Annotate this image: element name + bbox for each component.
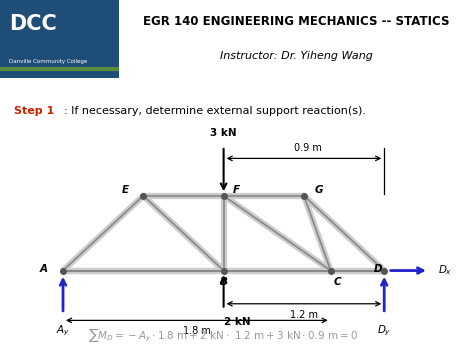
Text: Instructor: Dr. Yiheng Wang: Instructor: Dr. Yiheng Wang — [220, 51, 373, 61]
Text: E: E — [122, 185, 129, 195]
Text: C: C — [334, 277, 342, 287]
Text: : If necessary, determine external support reaction(s).: : If necessary, determine external suppo… — [64, 106, 366, 116]
Text: 3 kN: 3 kN — [210, 128, 237, 138]
Text: 1.2 m: 1.2 m — [290, 310, 318, 320]
Text: EGR 140 ENGINEERING MECHANICS -- STATICS: EGR 140 ENGINEERING MECHANICS -- STATICS — [143, 15, 449, 28]
Text: 0.9 m: 0.9 m — [294, 143, 322, 153]
Text: $D_y$: $D_y$ — [377, 324, 392, 338]
Text: 1.8 m: 1.8 m — [183, 326, 211, 336]
Text: $A_y$: $A_y$ — [56, 324, 70, 338]
Text: $\sum M_{D} = -A_{y} \cdot 1.8\ \mathrm{m} + 2\ \mathrm{kN} \cdot\ 1.2\ \mathrm{: $\sum M_{D} = -A_{y} \cdot 1.8\ \mathrm{… — [88, 326, 358, 344]
Text: F: F — [233, 185, 240, 195]
Text: 2 kN: 2 kN — [224, 317, 250, 327]
Text: G: G — [315, 185, 323, 195]
Text: Danville Community College: Danville Community College — [9, 59, 88, 64]
Text: B: B — [219, 277, 228, 287]
Text: D: D — [374, 264, 383, 274]
Text: $D_x$: $D_x$ — [438, 264, 452, 278]
Text: Step 1: Step 1 — [14, 106, 55, 116]
Text: A: A — [40, 264, 48, 274]
Text: DCC: DCC — [9, 14, 57, 34]
